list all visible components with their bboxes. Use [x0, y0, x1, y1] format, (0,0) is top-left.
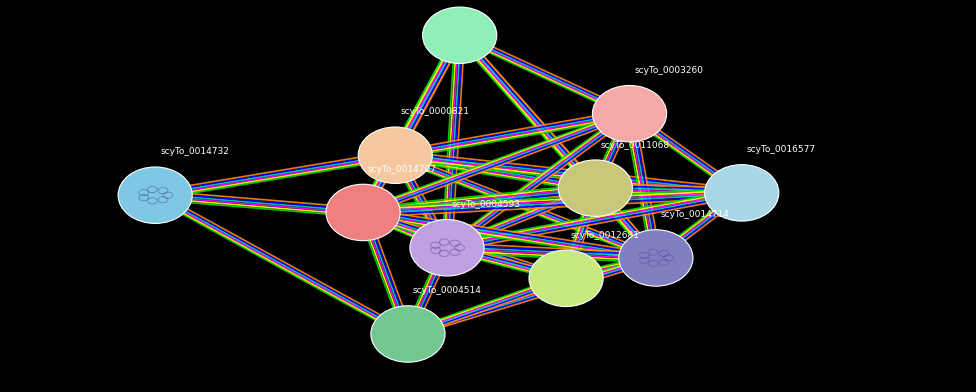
Ellipse shape	[371, 306, 445, 362]
Text: scyTo_0000821: scyTo_0000821	[400, 107, 469, 116]
Text: scyTo_0004514: scyTo_0004514	[413, 287, 482, 296]
Ellipse shape	[592, 85, 667, 142]
Ellipse shape	[358, 127, 432, 183]
Ellipse shape	[423, 7, 497, 64]
Text: scyTo_0011068: scyTo_0011068	[600, 141, 670, 150]
Text: scyTo_0014714: scyTo_0014714	[661, 211, 730, 220]
Text: scyTo_0003260: scyTo_0003260	[634, 66, 704, 75]
Text: scyTo_0004593: scyTo_0004593	[452, 200, 521, 209]
Ellipse shape	[326, 184, 400, 241]
Text: scyTo_0014732: scyTo_0014732	[160, 147, 229, 156]
Text: scyTo_0014707: scyTo_0014707	[368, 165, 437, 174]
Ellipse shape	[529, 250, 603, 307]
Ellipse shape	[558, 160, 632, 216]
Text: scyTo_0012681: scyTo_0012681	[571, 231, 640, 240]
Ellipse shape	[410, 220, 484, 276]
Ellipse shape	[619, 230, 693, 286]
Ellipse shape	[118, 167, 192, 223]
Text: scyTo_0016577: scyTo_0016577	[747, 145, 816, 154]
Ellipse shape	[705, 165, 779, 221]
